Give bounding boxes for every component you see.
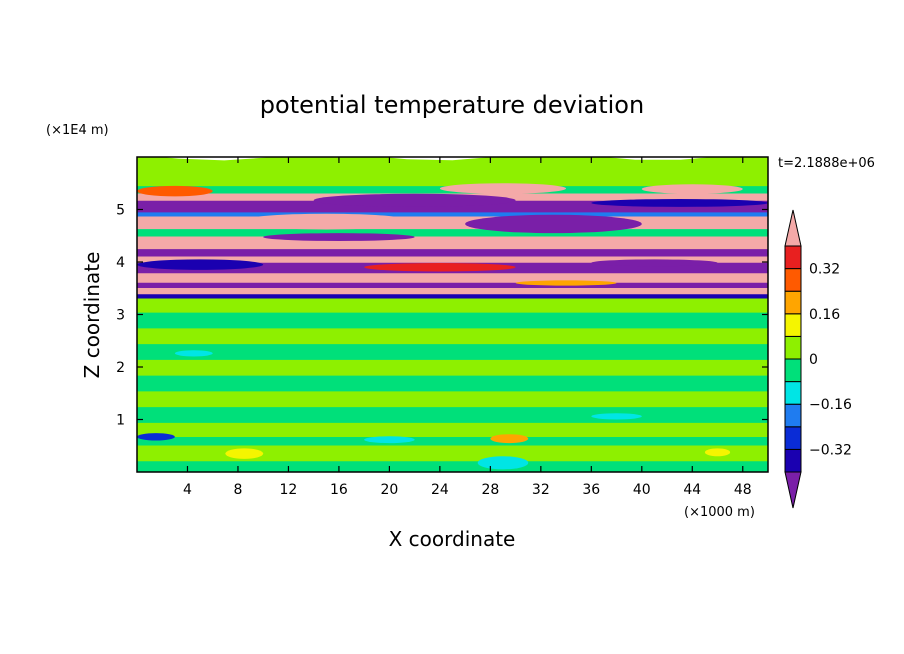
x-tick-label: 12 <box>280 482 298 498</box>
colorbar: 0.32 0.16 0 −0.16 −0.32 <box>784 209 852 509</box>
y-axis-label: Z coordinate <box>80 252 104 379</box>
colorbar-segment-2 <box>784 403 802 428</box>
contour-field <box>137 157 768 472</box>
x-tick-label: 20 <box>380 482 398 498</box>
x-tick-label: 8 <box>233 482 242 498</box>
time-label: t=2.1888e+06 <box>778 156 875 171</box>
colorbar-label: −0.16 <box>809 397 852 413</box>
x-tick-label: 40 <box>633 482 651 498</box>
contour-feature-6 <box>641 184 743 194</box>
x-tick-label: 28 <box>481 482 499 498</box>
x-tick-label: 48 <box>734 482 752 498</box>
colorbar-label: 0.16 <box>809 307 840 323</box>
colorbar-segment-6 <box>784 313 802 337</box>
colorbar-segment-3 <box>784 381 802 405</box>
contour-feature-0 <box>237 213 415 230</box>
colorbar-segment-5 <box>784 335 802 360</box>
contour-feature-5 <box>439 183 567 194</box>
contour-feature-14 <box>490 434 529 444</box>
contour-feature-18 <box>591 413 642 420</box>
x-tick-label: 32 <box>532 482 550 498</box>
colorbar-extend-low <box>784 471 802 509</box>
contour-band-27 <box>137 157 768 187</box>
contour-feature-17 <box>364 436 415 444</box>
y-tick-label: 1 <box>116 413 125 429</box>
colorbar-label: −0.32 <box>809 442 852 458</box>
x-tick-label: 44 <box>683 482 701 498</box>
contour-feature-11 <box>515 280 617 286</box>
y-tick-label: 2 <box>116 360 125 376</box>
y-tick-label: 5 <box>116 203 125 219</box>
x-tick-label: 16 <box>330 482 348 498</box>
contour-feature-10 <box>591 259 718 267</box>
contour-feature-3 <box>591 199 768 207</box>
contour-feature-15 <box>704 448 731 457</box>
y-tick-label: 4 <box>116 255 125 271</box>
contour-feature-4 <box>137 185 213 197</box>
contour-feature-19 <box>174 350 213 357</box>
colorbar-label: 0.32 <box>809 262 840 278</box>
contour-feature-1 <box>465 214 642 234</box>
colorbar-segment-0 <box>784 448 802 473</box>
contour-feature-9 <box>364 263 516 272</box>
colorbar-segment-4 <box>784 358 802 383</box>
colorbar-segment-7 <box>784 290 802 315</box>
y-tick-label: 3 <box>116 308 125 324</box>
contour-feature-12 <box>137 433 175 441</box>
colorbar-segment-8 <box>784 268 802 292</box>
contour-feature-13 <box>225 448 264 459</box>
y-unit-label: (×1E4 m) <box>46 123 109 138</box>
colorbar-extend-high <box>784 209 802 247</box>
contour-feature-7 <box>263 233 415 241</box>
x-unit-label: (×1000 m) <box>684 505 755 520</box>
contour-feature-2 <box>313 193 516 207</box>
contour-feature-8 <box>137 259 264 270</box>
colorbar-segment-1 <box>784 426 802 450</box>
x-axis-label: X coordinate <box>389 527 516 551</box>
contour-feature-16 <box>477 456 529 470</box>
x-tick-label: 4 <box>183 482 192 498</box>
x-tick-label: 36 <box>582 482 600 498</box>
x-tick-label: 24 <box>431 482 449 498</box>
chart-title: potential temperature deviation <box>260 91 644 119</box>
colorbar-segment-9 <box>784 245 802 270</box>
colorbar-label: 0 <box>809 352 818 368</box>
